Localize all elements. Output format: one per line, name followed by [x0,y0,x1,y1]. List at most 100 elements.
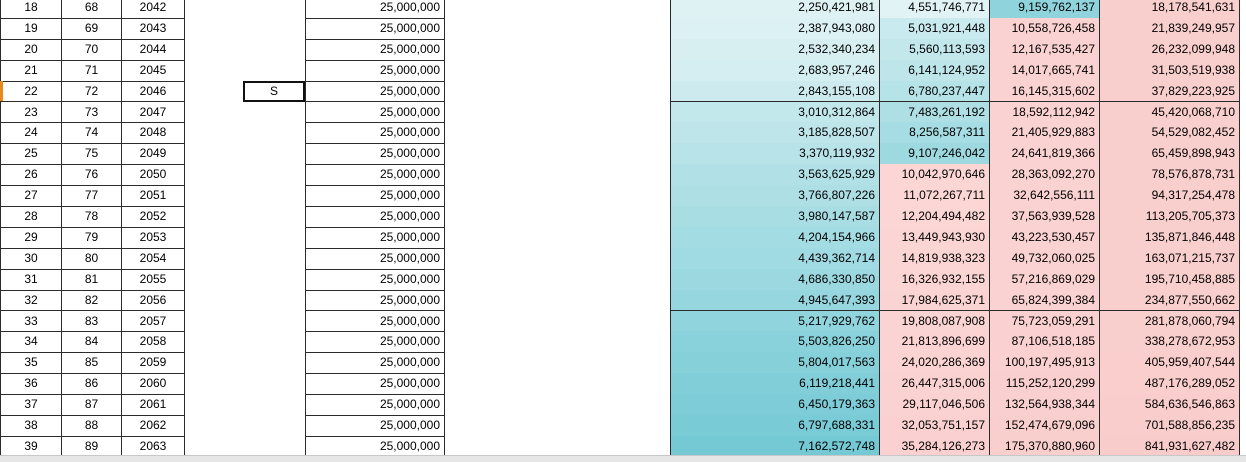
cell[interactable]: 2052 [122,206,185,228]
cell[interactable]: 32,053,751,157 [880,415,990,437]
cell[interactable]: 73 [62,101,122,124]
cell[interactable]: 75 [62,143,122,166]
cell[interactable]: 584,636,546,863 [1100,394,1240,416]
cell[interactable]: 2056 [122,289,185,312]
cell[interactable]: 19,808,087,908 [880,310,990,333]
cell[interactable]: 16,326,932,155 [880,268,990,291]
cell[interactable]: 45,420,068,710 [1100,101,1240,124]
cell[interactable]: 8,256,587,311 [880,122,990,145]
cell[interactable]: 69 [62,17,122,40]
cell[interactable]: 87 [62,394,122,416]
cell[interactable]: 29 [0,226,62,249]
cell[interactable]: 21,839,249,957 [1100,17,1240,40]
cell[interactable]: 31 [0,268,62,291]
cell[interactable]: 22 [0,80,62,103]
cell[interactable]: 32 [0,289,62,312]
cell[interactable]: 6,119,218,441 [670,373,880,396]
cell[interactable]: 25,000,000 [305,247,445,270]
cell[interactable]: 2061 [122,394,185,416]
cell[interactable]: 27 [0,185,62,207]
cell[interactable]: 36 [0,373,62,396]
cell[interactable]: 28,363,092,270 [990,164,1100,187]
cell[interactable]: 78,576,878,731 [1100,164,1240,187]
cell[interactable]: 2042 [122,0,185,19]
cell[interactable]: 83 [62,310,122,333]
cell[interactable]: 25,000,000 [305,310,445,333]
cell[interactable]: 163,071,215,737 [1100,247,1240,270]
cell[interactable]: 20 [0,38,62,61]
cell[interactable]: 6,141,124,952 [880,59,990,82]
cell[interactable]: 25,000,000 [305,185,445,207]
cell[interactable]: 234,877,550,662 [1100,289,1240,312]
cell[interactable]: 11,072,267,711 [880,185,990,207]
cell[interactable]: 87,106,518,185 [990,331,1100,354]
cell[interactable]: 6,797,688,331 [670,415,880,437]
cell[interactable]: 25,000,000 [305,164,445,187]
cell[interactable]: 82 [62,289,122,312]
cell[interactable]: 113,205,705,373 [1100,206,1240,228]
cell[interactable]: 4,686,330,850 [670,268,880,291]
cell[interactable]: 2046 [122,80,185,103]
cell[interactable]: 3,563,625,929 [670,164,880,187]
cell[interactable]: 37 [0,394,62,416]
cell[interactable]: 88 [62,415,122,437]
cell[interactable]: 2053 [122,226,185,249]
cell[interactable]: 2045 [122,59,185,82]
cell[interactable]: 100,197,495,913 [990,352,1100,375]
cell[interactable]: 32,642,556,111 [990,185,1100,207]
cell[interactable]: 487,176,289,052 [1100,373,1240,396]
cell[interactable]: 33 [0,310,62,333]
cell[interactable]: 25,000,000 [305,17,445,40]
cell[interactable]: 18,592,112,942 [990,101,1100,124]
cell[interactable]: 14,017,665,741 [990,59,1100,82]
cell[interactable]: 25,000,000 [305,59,445,82]
cell[interactable]: 4,551,746,771 [880,0,990,19]
cell[interactable]: 25,000,000 [305,143,445,166]
cell[interactable]: 132,564,938,344 [990,394,1100,416]
cell[interactable]: 77 [62,185,122,207]
cell[interactable]: 38 [0,415,62,437]
cell[interactable]: 24,641,819,366 [990,143,1100,166]
cell[interactable]: 281,878,060,794 [1100,310,1240,333]
cell[interactable]: 2,532,340,234 [670,38,880,61]
cell[interactable]: 30 [0,247,62,270]
cell[interactable]: 85 [62,352,122,375]
cell[interactable]: 2059 [122,352,185,375]
cell[interactable]: 2057 [122,310,185,333]
cell[interactable]: 14,819,938,323 [880,247,990,270]
cell[interactable]: 4,204,154,966 [670,226,880,249]
cell[interactable]: 3,185,828,507 [670,122,880,145]
cell[interactable]: 25,000,000 [305,226,445,249]
cell[interactable]: 78 [62,206,122,228]
cell[interactable]: 2044 [122,38,185,61]
cell[interactable]: 12,167,535,427 [990,38,1100,61]
cell[interactable]: 65,824,399,384 [990,289,1100,312]
cell[interactable]: 29,117,046,506 [880,394,990,416]
cell[interactable]: 25 [0,143,62,166]
cell[interactable]: 2,683,957,246 [670,59,880,82]
cell[interactable]: 13,449,943,930 [880,226,990,249]
cell[interactable]: 2043 [122,17,185,40]
cell[interactable]: 25,000,000 [305,206,445,228]
cell[interactable]: 23 [0,101,62,124]
cell[interactable]: 86 [62,373,122,396]
cell[interactable]: 2050 [122,164,185,187]
cell[interactable]: 94,317,254,478 [1100,185,1240,207]
cell[interactable]: 25,000,000 [305,0,445,19]
cell[interactable]: 21 [0,59,62,82]
cell[interactable]: 25,000,000 [305,373,445,396]
cell[interactable]: 3,010,312,864 [670,101,880,124]
cell[interactable]: 24 [0,122,62,145]
cell[interactable]: 68 [62,0,122,19]
cell[interactable]: 152,474,679,096 [990,415,1100,437]
cell[interactable]: 2062 [122,415,185,437]
selected-cell[interactable]: S [243,80,305,103]
cell[interactable]: 2,843,155,108 [670,80,880,103]
cell[interactable]: 2047 [122,101,185,124]
cell[interactable]: 701,588,856,235 [1100,415,1240,437]
cell[interactable]: 10,558,726,458 [990,17,1100,40]
cell[interactable]: 70 [62,38,122,61]
cell[interactable]: 21,405,929,883 [990,122,1100,145]
cell[interactable]: 26 [0,164,62,187]
cell[interactable]: 75,723,059,291 [990,310,1100,333]
